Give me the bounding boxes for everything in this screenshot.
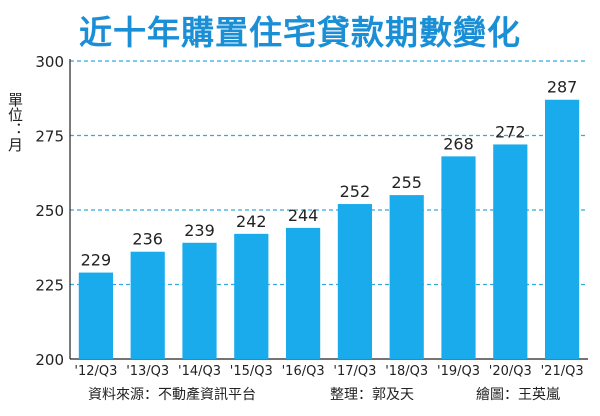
y-tick-label: 225 bbox=[35, 277, 64, 295]
y-tick-label: 275 bbox=[35, 128, 64, 146]
x-tick-label: '14/Q3 bbox=[178, 364, 221, 379]
chart-title: 近十年購置住宅貸款期數變化 bbox=[79, 13, 521, 52]
bar bbox=[337, 204, 372, 359]
footer-artist: 繪圖：王英嵐 bbox=[476, 387, 560, 403]
bar bbox=[493, 144, 528, 359]
x-tick-label: '15/Q3 bbox=[230, 364, 273, 379]
footer-source: 資料來源：不動產資訊平台 bbox=[88, 387, 256, 403]
x-tick-label: '17/Q3 bbox=[333, 364, 376, 379]
x-tick-label: '19/Q3 bbox=[437, 364, 480, 379]
data-label: 255 bbox=[391, 173, 422, 192]
x-tick-label: '13/Q3 bbox=[126, 364, 169, 379]
y-tick-label: 200 bbox=[35, 351, 64, 369]
data-label: 229 bbox=[81, 251, 112, 270]
data-label: 244 bbox=[288, 206, 319, 225]
bar bbox=[389, 195, 424, 359]
bar bbox=[234, 233, 269, 359]
y-axis-unit-label: 單位：月 bbox=[6, 92, 24, 152]
x-tick-label: '20/Q3 bbox=[489, 364, 532, 379]
data-label: 236 bbox=[132, 230, 163, 249]
data-label: 239 bbox=[184, 221, 215, 240]
bar bbox=[78, 272, 113, 359]
data-label: 287 bbox=[547, 78, 578, 97]
x-tick-label: '18/Q3 bbox=[385, 364, 428, 379]
x-tick-label: '12/Q3 bbox=[74, 364, 117, 379]
y-tick-label: 300 bbox=[35, 53, 64, 71]
x-tick-label: '21/Q3 bbox=[541, 364, 584, 379]
data-label: 242 bbox=[236, 212, 267, 231]
data-label: 252 bbox=[340, 182, 371, 201]
bar bbox=[182, 242, 217, 359]
footer-editor: 整理：郭及天 bbox=[330, 387, 414, 403]
y-tick-label: 250 bbox=[35, 202, 64, 220]
bar bbox=[545, 99, 580, 360]
x-tick-label: '16/Q3 bbox=[282, 364, 325, 379]
bar bbox=[130, 251, 165, 359]
data-label: 272 bbox=[495, 122, 526, 141]
data-label: 268 bbox=[443, 134, 474, 153]
bar bbox=[441, 156, 476, 359]
bar bbox=[286, 227, 321, 359]
